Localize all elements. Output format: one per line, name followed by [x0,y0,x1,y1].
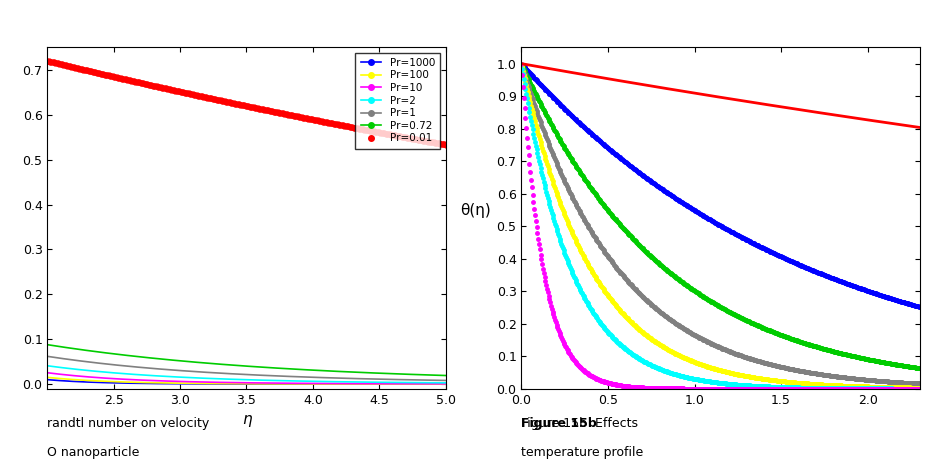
Text: Figure 15b  Effects: Figure 15b Effects [521,417,638,430]
Y-axis label: θ(η): θ(η) [461,203,491,218]
Text: randtl number on velocity: randtl number on velocity [47,417,210,430]
Text: O nanoparticle: O nanoparticle [47,446,139,458]
Legend: Pr=1000, Pr=100, Pr=10, Pr=2, Pr=1, Pr=0.72, Pr=0.01: Pr=1000, Pr=100, Pr=10, Pr=2, Pr=1, Pr=0… [356,53,441,149]
Text: temperature profile: temperature profile [521,446,644,458]
X-axis label: η: η [242,412,251,427]
Text: Figure 15b: Figure 15b [521,417,597,430]
